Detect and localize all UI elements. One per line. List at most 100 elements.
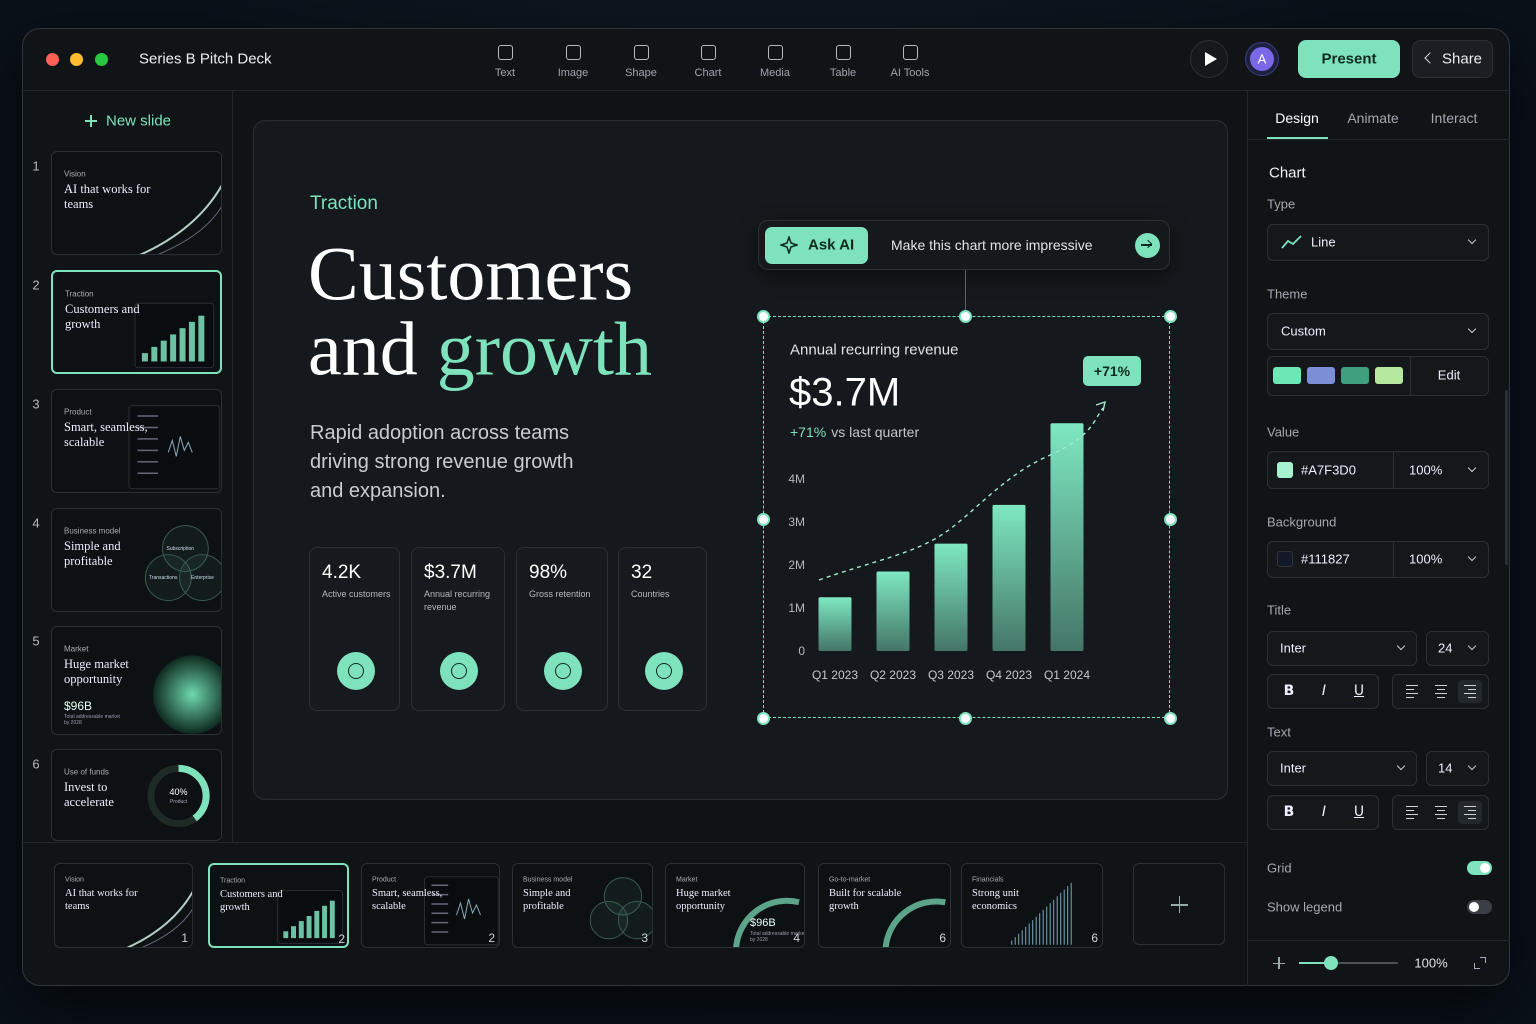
input-box[interactable] [1426, 631, 1489, 666]
resize-handle[interactable] [1163, 711, 1177, 725]
theme-swatch[interactable] [1375, 367, 1403, 384]
input-box[interactable] [1267, 313, 1489, 350]
input-box[interactable] [1267, 451, 1489, 489]
slide-thumbnail[interactable]: Business model Simple and profitable 3 [512, 863, 653, 948]
slide-thumbnail[interactable]: Financials Strong unit economics 6 [961, 863, 1103, 948]
toolbar-icon[interactable] [498, 45, 513, 60]
align-line[interactable] [1406, 818, 1414, 820]
style-toggle[interactable]: I [1321, 683, 1327, 699]
resize-handle[interactable] [1163, 309, 1177, 323]
toolbar-icon[interactable] [701, 45, 716, 60]
theme-swatch[interactable] [1341, 367, 1369, 384]
zoom-plus-v[interactable] [1278, 957, 1280, 969]
align-line[interactable] [1435, 806, 1447, 808]
align-line[interactable] [1437, 818, 1445, 820]
resize-handle[interactable] [756, 309, 770, 323]
align-line[interactable] [1437, 689, 1445, 691]
toolbar-icon[interactable] [566, 45, 581, 60]
theme-swatch[interactable] [1273, 367, 1301, 384]
new-slide[interactable]: New slide [106, 112, 172, 130]
style-toggle[interactable]: I [1321, 804, 1327, 820]
input-box[interactable] [1426, 751, 1489, 786]
slide-thumbnail[interactable]: Business model Simple and profitable Subsc… [51, 508, 222, 612]
slide-thumbnail[interactable]: Traction Customers and growth 2 [208, 863, 349, 948]
align-line[interactable] [1464, 806, 1476, 808]
align-line[interactable] [1464, 693, 1476, 695]
window-control[interactable] [94, 52, 108, 66]
toolbar-icon[interactable] [903, 45, 918, 60]
edit-button[interactable]: Edit [1437, 367, 1461, 383]
align-line[interactable] [1464, 814, 1476, 816]
toolbar-label[interactable]: Text [494, 67, 516, 79]
slide-thumbnail[interactable]: Use of funds Invest to accelerate 40% Produ… [51, 749, 222, 841]
input-box[interactable] [1267, 224, 1489, 261]
toolbar-label[interactable]: Chart [694, 67, 722, 79]
slide-number: 3 [32, 396, 40, 412]
align-line[interactable] [1464, 685, 1476, 687]
panel-tab[interactable]: Design [1275, 110, 1319, 126]
resize-handle[interactable] [756, 711, 770, 725]
expand-icon[interactable] [1480, 957, 1486, 963]
slide-thumbnail[interactable]: Product Smart, seamless, scalable 2 [361, 863, 500, 948]
align-line[interactable] [1468, 697, 1476, 699]
toolbar-label[interactable]: Shape [625, 67, 657, 79]
toolbar-label[interactable]: Media [760, 67, 790, 79]
window-control[interactable] [69, 52, 83, 66]
align-line[interactable] [1468, 689, 1476, 691]
window-control[interactable] [45, 52, 59, 66]
align-line[interactable] [1406, 689, 1414, 691]
color-swatch [1277, 462, 1293, 478]
expand-icon[interactable] [1474, 963, 1480, 969]
resize-handle[interactable] [958, 309, 972, 323]
panel-tab[interactable]: Interact [1430, 110, 1478, 126]
share-button[interactable] [1412, 40, 1493, 78]
style-toggle[interactable]: B [1283, 804, 1295, 820]
align-line[interactable] [1468, 818, 1476, 820]
slide-thumbnail[interactable]: Go-to-market Built for scalable growth 6 [818, 863, 951, 948]
input-box[interactable] [1267, 631, 1417, 666]
align-line[interactable] [1406, 810, 1414, 812]
style-toggle[interactable]: U [1353, 804, 1365, 820]
theme-swatch[interactable] [1307, 367, 1335, 384]
zoom-thumb[interactable] [1324, 956, 1338, 970]
toolbar-icon[interactable] [634, 45, 649, 60]
present-button[interactable] [1298, 40, 1400, 78]
style-toggle[interactable]: B [1283, 683, 1295, 699]
toolbar-label[interactable]: Image [557, 67, 589, 79]
resize-handle[interactable] [958, 711, 972, 725]
align-line[interactable] [1437, 697, 1445, 699]
align-line[interactable] [1468, 810, 1476, 812]
share-label[interactable]: Share [1442, 50, 1483, 68]
align-line[interactable] [1435, 685, 1447, 687]
align-line[interactable] [1437, 810, 1445, 812]
toolbar-label[interactable]: AI Tools [890, 67, 930, 79]
align-line[interactable] [1435, 693, 1447, 695]
toolbar-icon[interactable] [836, 45, 851, 60]
style-toggle[interactable]: U [1353, 683, 1365, 699]
slide-thumbnail[interactable]: Market Huge market opportunity $96B Total a… [665, 863, 805, 948]
align-line[interactable] [1406, 806, 1418, 808]
ask-ai-label[interactable]: Ask AI [808, 236, 855, 254]
slide-thumbnail[interactable]: Traction Customers and growth [51, 270, 222, 374]
slide-thumbnail[interactable]: Product Smart, seamless, scalable [51, 389, 222, 493]
slide-thumbnail[interactable]: Market Huge market opportunity $96B Total a… [51, 626, 222, 735]
zoom-value: 100% [1414, 955, 1448, 971]
resize-handle[interactable] [1163, 512, 1177, 526]
toolbar-label[interactable]: Table [829, 67, 857, 79]
align-line[interactable] [1435, 814, 1447, 816]
panel-tab[interactable]: Animate [1347, 110, 1399, 126]
align-line[interactable] [1406, 814, 1418, 816]
avatar [1250, 47, 1274, 71]
align-line[interactable] [1406, 685, 1418, 687]
align-line[interactable] [1406, 697, 1414, 699]
align-line[interactable] [1406, 693, 1418, 695]
slide-thumbnail[interactable]: Vision AI that works for teams [51, 151, 222, 255]
input-box[interactable] [1267, 751, 1417, 786]
toolbar-icon[interactable] [768, 45, 783, 60]
resize-handle[interactable] [756, 512, 770, 526]
slide-thumbnail[interactable]: Vision AI that works for teams 1 [54, 863, 193, 948]
ai-prompt[interactable]: Make this chart more impressive [891, 237, 1093, 253]
slide-kicker: Traction [310, 193, 378, 214]
input-box[interactable] [1267, 541, 1489, 578]
present-label[interactable]: Present [1321, 50, 1377, 68]
